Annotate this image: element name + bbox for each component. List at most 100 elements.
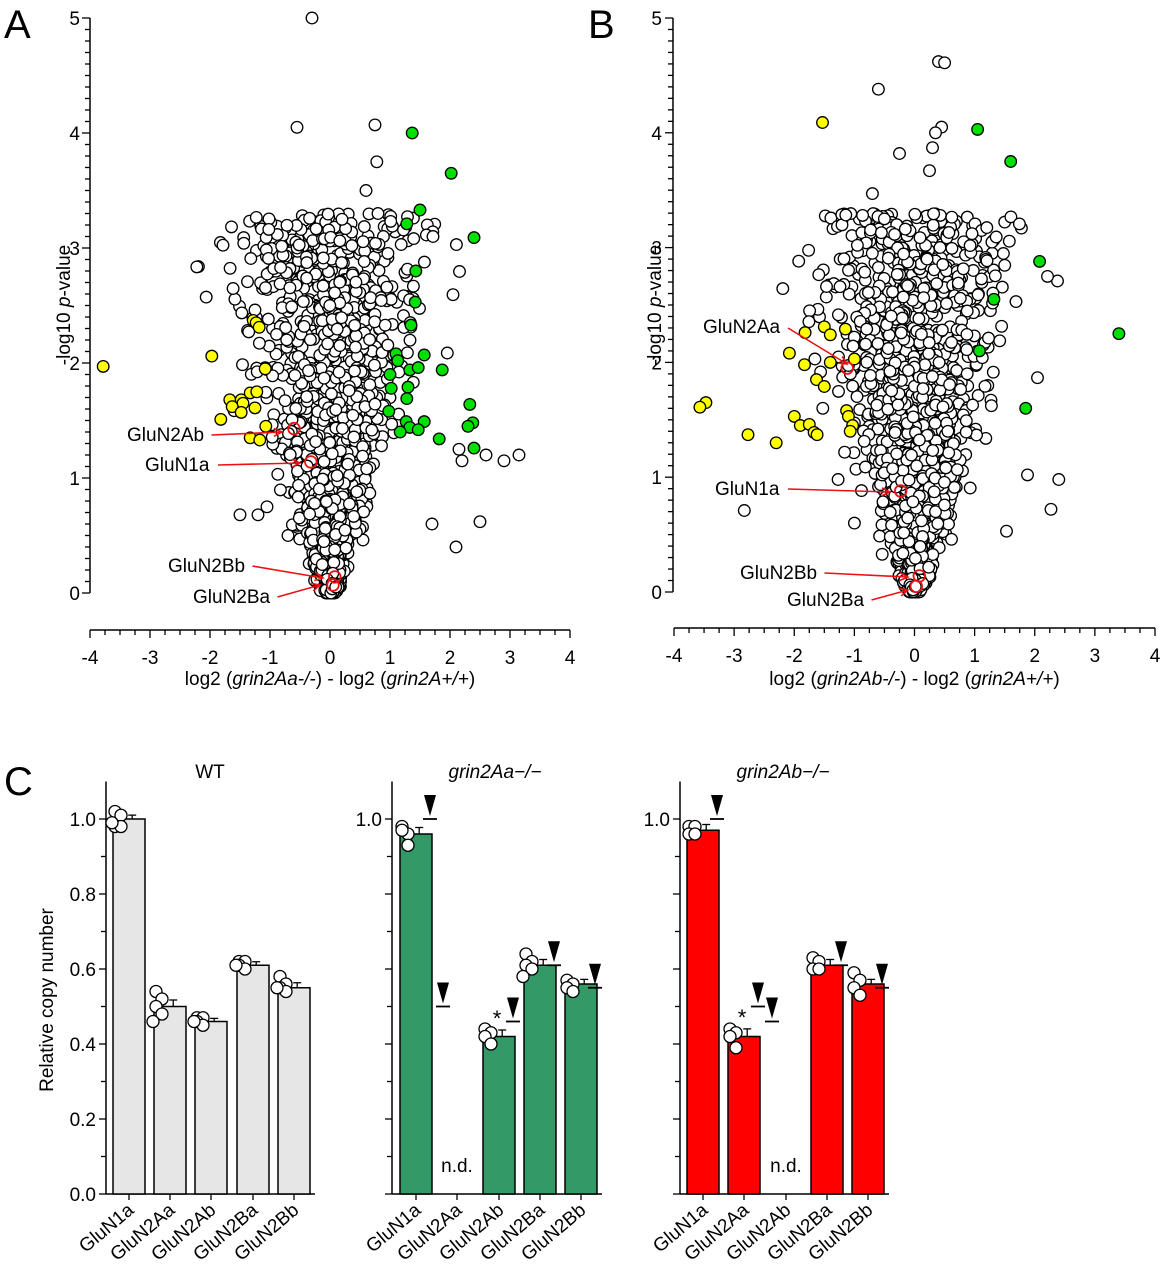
panel-b-protein-point	[886, 285, 900, 299]
panel-b-protein-point	[1052, 473, 1066, 486]
panel-b-protein-point	[891, 398, 905, 412]
panel-a-protein-point	[241, 275, 254, 289]
panel-a-protein-point	[367, 358, 381, 372]
panel-b-protein-point	[950, 364, 964, 377]
panel-a-protein-point	[236, 358, 249, 372]
panel-b-protein-point	[922, 336, 936, 350]
panel-a-background-points	[190, 11, 526, 600]
panel-a-protein-point	[369, 236, 382, 250]
panel-a-protein-point	[368, 397, 382, 411]
panel-a-protein-point	[453, 265, 466, 278]
panel-c-y-tick-label: 0.2	[70, 1110, 96, 1131]
panel-a-protein-point	[347, 509, 361, 523]
panel-b-downregulated-point	[838, 322, 852, 336]
panel-b-protein-point	[1041, 269, 1054, 283]
panel-a-protein-point	[350, 485, 364, 499]
panel-b-y-axis-title-text: -log10 p-value	[645, 245, 666, 365]
panel-c-bar-glun2ab	[194, 1020, 228, 1195]
panel-b-protein-point	[893, 147, 906, 160]
panel-b-protein-point	[937, 475, 951, 489]
panel-c-replicate-point	[566, 984, 580, 999]
panel-a-downregulated-point	[259, 419, 273, 433]
panel-a-protein-point	[400, 346, 414, 360]
panel-a-protein-point	[371, 207, 385, 220]
panel-a-protein-point	[309, 435, 323, 449]
panel-b-upregulated-point	[1033, 254, 1047, 268]
panel-a-protein-point	[359, 184, 373, 197]
panel-c-replicate-point	[401, 838, 415, 852]
panel-a-y-tick-label: 2	[69, 354, 80, 375]
panel-a-protein-point	[346, 408, 360, 422]
panel-a-upregulated-point	[444, 166, 458, 180]
panel-a-upregulated-point	[393, 425, 407, 439]
panel-a-protein-point	[365, 423, 379, 437]
panel-b-protein-point	[865, 187, 879, 201]
panel-b-protein-point	[966, 398, 980, 412]
panel-b-protein-point	[894, 326, 908, 340]
panel-c-replicate-point	[516, 969, 530, 984]
panel-a-protein-point	[333, 339, 347, 353]
panel-a-protein-point	[260, 500, 274, 514]
panel-c-y-tick-label: 0.6	[70, 960, 96, 981]
panel-a-protein-point	[317, 535, 331, 549]
panel-b-protein-point	[929, 126, 942, 140]
panel-b-protein-point	[995, 319, 1009, 333]
panel-a-protein-point	[330, 322, 344, 336]
panel-b-protein-point	[936, 400, 950, 414]
panel-a-protein-point	[283, 281, 297, 295]
panel-b-protein-point	[1002, 234, 1016, 248]
panel-c-replicate-point	[395, 823, 409, 837]
panel-b-downregulated-point	[816, 116, 829, 129]
panel-a-protein-point	[237, 236, 251, 250]
panel-a-x-axis-title-part: grin2A+/+	[386, 669, 468, 690]
panel-a-protein-point	[300, 271, 314, 285]
panel-b-protein-point	[945, 335, 958, 349]
panel-c-replicate-point	[812, 962, 826, 976]
panel-a-x-tick-label: 0	[325, 648, 336, 669]
panel-b-annotation-label: GluN1a	[715, 479, 780, 500]
panel-a-upregulated-point	[404, 318, 418, 332]
panel-c-replicate-point	[187, 1014, 201, 1029]
panel-b-protein-point	[897, 526, 911, 540]
panel-a-upregulated-point	[409, 264, 423, 278]
panel-a-protein-point	[339, 541, 353, 555]
panel-b-protein-point	[856, 208, 870, 222]
panel-a-protein-point	[348, 364, 361, 378]
panel-c-wt-arrowhead-icon	[876, 963, 888, 985]
panel-a-protein-point	[262, 222, 276, 236]
panel-a-protein-point	[479, 448, 493, 462]
panel-c-replicate-point	[688, 827, 702, 841]
panel-a-protein-point	[303, 333, 317, 347]
panel-b-protein-point	[838, 445, 852, 459]
panel-c-bar-glun2bb	[851, 983, 885, 1195]
panel-b-protein-point	[816, 401, 830, 415]
panel-b-upregulated-point	[1112, 327, 1126, 341]
panel-c-bar-glun2bb	[277, 987, 311, 1195]
panel-b-protein-point	[922, 560, 936, 574]
panel-b-x-axis-title-part: ) - log2 (	[900, 669, 971, 690]
panel-a-protein-point	[360, 462, 374, 476]
panel-a-upregulated-point	[400, 392, 414, 406]
panel-a-protein-point	[308, 496, 322, 510]
panel-b-protein-point	[926, 141, 939, 155]
panel-a-protein-point	[280, 218, 294, 232]
panel-b-annotation-label: GluN2Bb	[740, 563, 817, 584]
panel-b-protein-point	[885, 384, 899, 398]
panel-b-protein-point	[1012, 217, 1026, 231]
panel-a-protein-point	[347, 430, 361, 444]
panel-b-protein-point	[1031, 371, 1044, 385]
panel-b-protein-point	[831, 308, 845, 322]
panel-c-not-detected-label: n.d.	[770, 1156, 802, 1177]
panel-b-protein-point	[839, 208, 853, 222]
panel-a-x-tick-label: -4	[82, 648, 99, 669]
panel-a-x-tick-label: 1	[385, 648, 396, 669]
panel-a-protein-point	[333, 275, 347, 289]
panel-b-protein-point	[953, 291, 967, 305]
panel-a-annotation-label: GluN1a	[145, 455, 210, 476]
panel-a-protein-point	[375, 439, 388, 453]
panel-b-y-axis-title: -log10 p-value	[645, 245, 666, 365]
panel-b-protein-point	[912, 312, 926, 326]
panel-a-upregulated-point	[382, 404, 396, 418]
panel-b-protein-point	[945, 210, 959, 224]
panel-b-protein-point	[1000, 524, 1013, 538]
